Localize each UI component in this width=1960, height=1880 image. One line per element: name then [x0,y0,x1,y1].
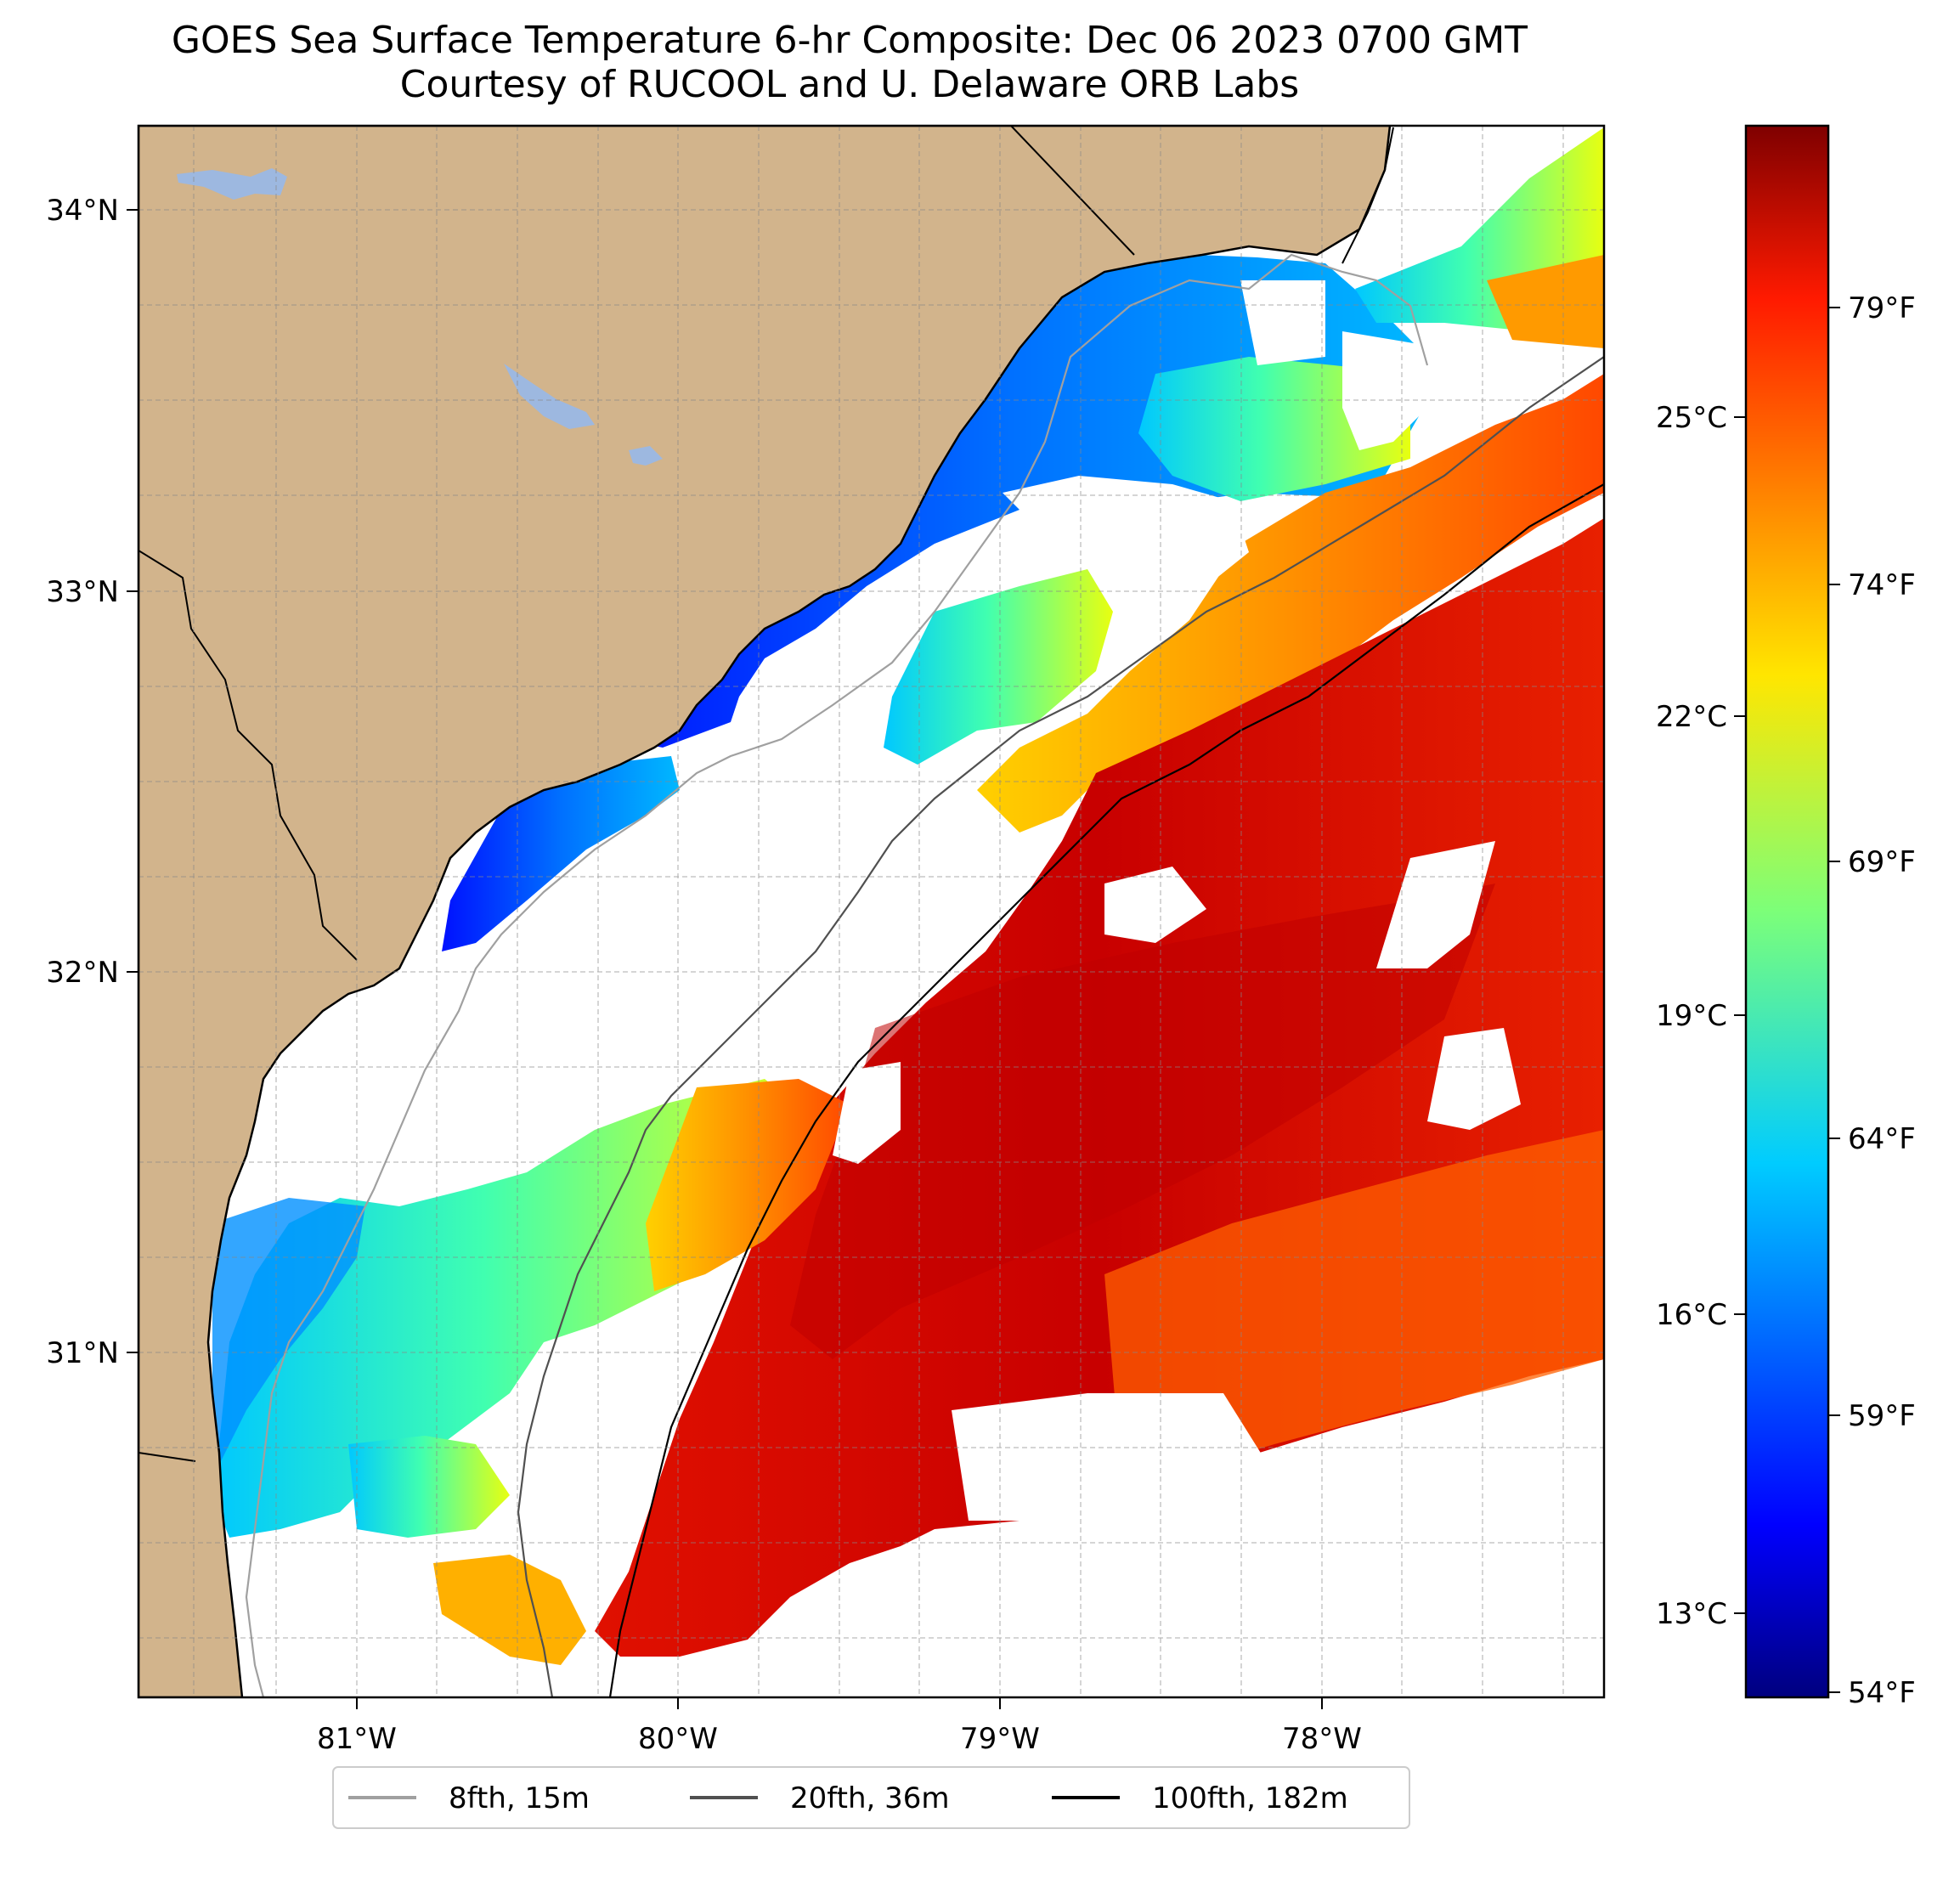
colorbar-label-79f: 79°F [1848,291,1916,325]
state-border-sc-ga [138,550,358,961]
sst-nodata-gap-8 [1104,867,1206,943]
colorbar-label-13c: 13°C [1656,1597,1727,1631]
sst-nodata-gap-3 [1342,331,1444,450]
lat-tick-31n: 31°N [46,1336,119,1370]
colorbar-label-19c: 19°C [1656,999,1727,1033]
colorbar-label-54f: 54°F [1848,1676,1916,1710]
state-border-nc-sc [1010,126,1135,256]
colorbar-label-16c: 16°C [1656,1298,1727,1332]
sst-region-south-warm [646,1079,850,1291]
colorbar-label-69f: 69°F [1848,845,1916,879]
lat-tick-34n: 34°N [46,194,119,228]
isobath-8fth [245,253,1429,1697]
legend: 8fth, 15m 20fth, 36m 100fth, 182m [332,1766,1410,1829]
sst-region-warm-max [790,884,1495,1359]
sst-region-south-inshore [348,1436,510,1538]
sst-nodata-gap-5 [833,1062,901,1164]
lon-tick-78w: 78°W [1282,1722,1362,1756]
colorbar [1744,124,1830,1699]
sst-region-inshore-cold [442,756,680,951]
lake-strom-thurmond [177,168,287,200]
lon-tick-79w: 79°W [960,1722,1040,1756]
gridlines [138,126,1604,1697]
colorbar-celsius-labels: 25°C 22°C 19°C 16°C 13°C [1656,401,1727,1631]
sst-nodata-gap-6 [1427,1028,1521,1130]
isobath-100fth [608,483,1604,1697]
lat-tick-33n: 33°N [46,575,119,609]
state-border-ga-fl [138,1452,196,1462]
legend-label-100fth: 100fth, 182m [1152,1781,1348,1815]
legend-label-8fth: 8fth, 15m [449,1781,590,1815]
lake-marion [504,364,595,429]
colorbar-label-25c: 25°C [1656,401,1727,435]
lon-tick-80w: 80°W [638,1722,718,1756]
sst-nodata-gap-2 [1240,280,1325,365]
sst-region-northeast-warm [1487,255,1604,348]
sst-nodata-gap-4 [1376,841,1495,968]
sst-nodata-gap-7 [952,1393,1266,1521]
sst-nodata-gap-1 [1003,476,1249,586]
legend-label-20fth: 20fth, 36m [790,1781,950,1815]
colorbar-label-64f: 64°F [1848,1122,1916,1156]
lat-tick-32n: 32°N [46,956,119,990]
axis-ticks [127,209,1323,1709]
legend-box [332,1766,1410,1829]
lon-tick-81w: 81°W [317,1722,397,1756]
y-tick-labels: 34°N 33°N 32°N 31°N [46,194,119,1370]
x-tick-labels: 81°W 80°W 79°W 78°W [317,1722,1362,1756]
colorbar-label-59f: 59°F [1848,1399,1916,1433]
land-mass [138,126,1392,1697]
map-frame [137,124,1606,1699]
map-plot-area [138,126,1604,1697]
sst-region-central-shelf [884,569,1113,765]
colorbar-label-74f: 74°F [1848,568,1916,602]
sst-region-southeast-edge [1104,1130,1604,1478]
chart-subtitle: Courtesy of RUCOOL and U. Delaware ORB L… [399,63,1300,106]
sst-region-south-cold [212,1198,365,1461]
colorbar-ticks [1734,307,1840,1693]
colorbar-label-22c: 22°C [1656,700,1727,734]
lake-moultrie [629,446,663,466]
sst-region-gulf-stream-edge [977,374,1604,833]
colorbar-fahrenheit-labels: 79°F 74°F 69°F 64°F 59°F 54°F [1848,291,1916,1710]
chart-title: GOES Sea Surface Temperature 6-hr Compos… [171,19,1528,62]
sst-field [212,127,1604,1665]
coastline-detail [1341,127,1394,264]
isobath-20fth [517,356,1604,1697]
